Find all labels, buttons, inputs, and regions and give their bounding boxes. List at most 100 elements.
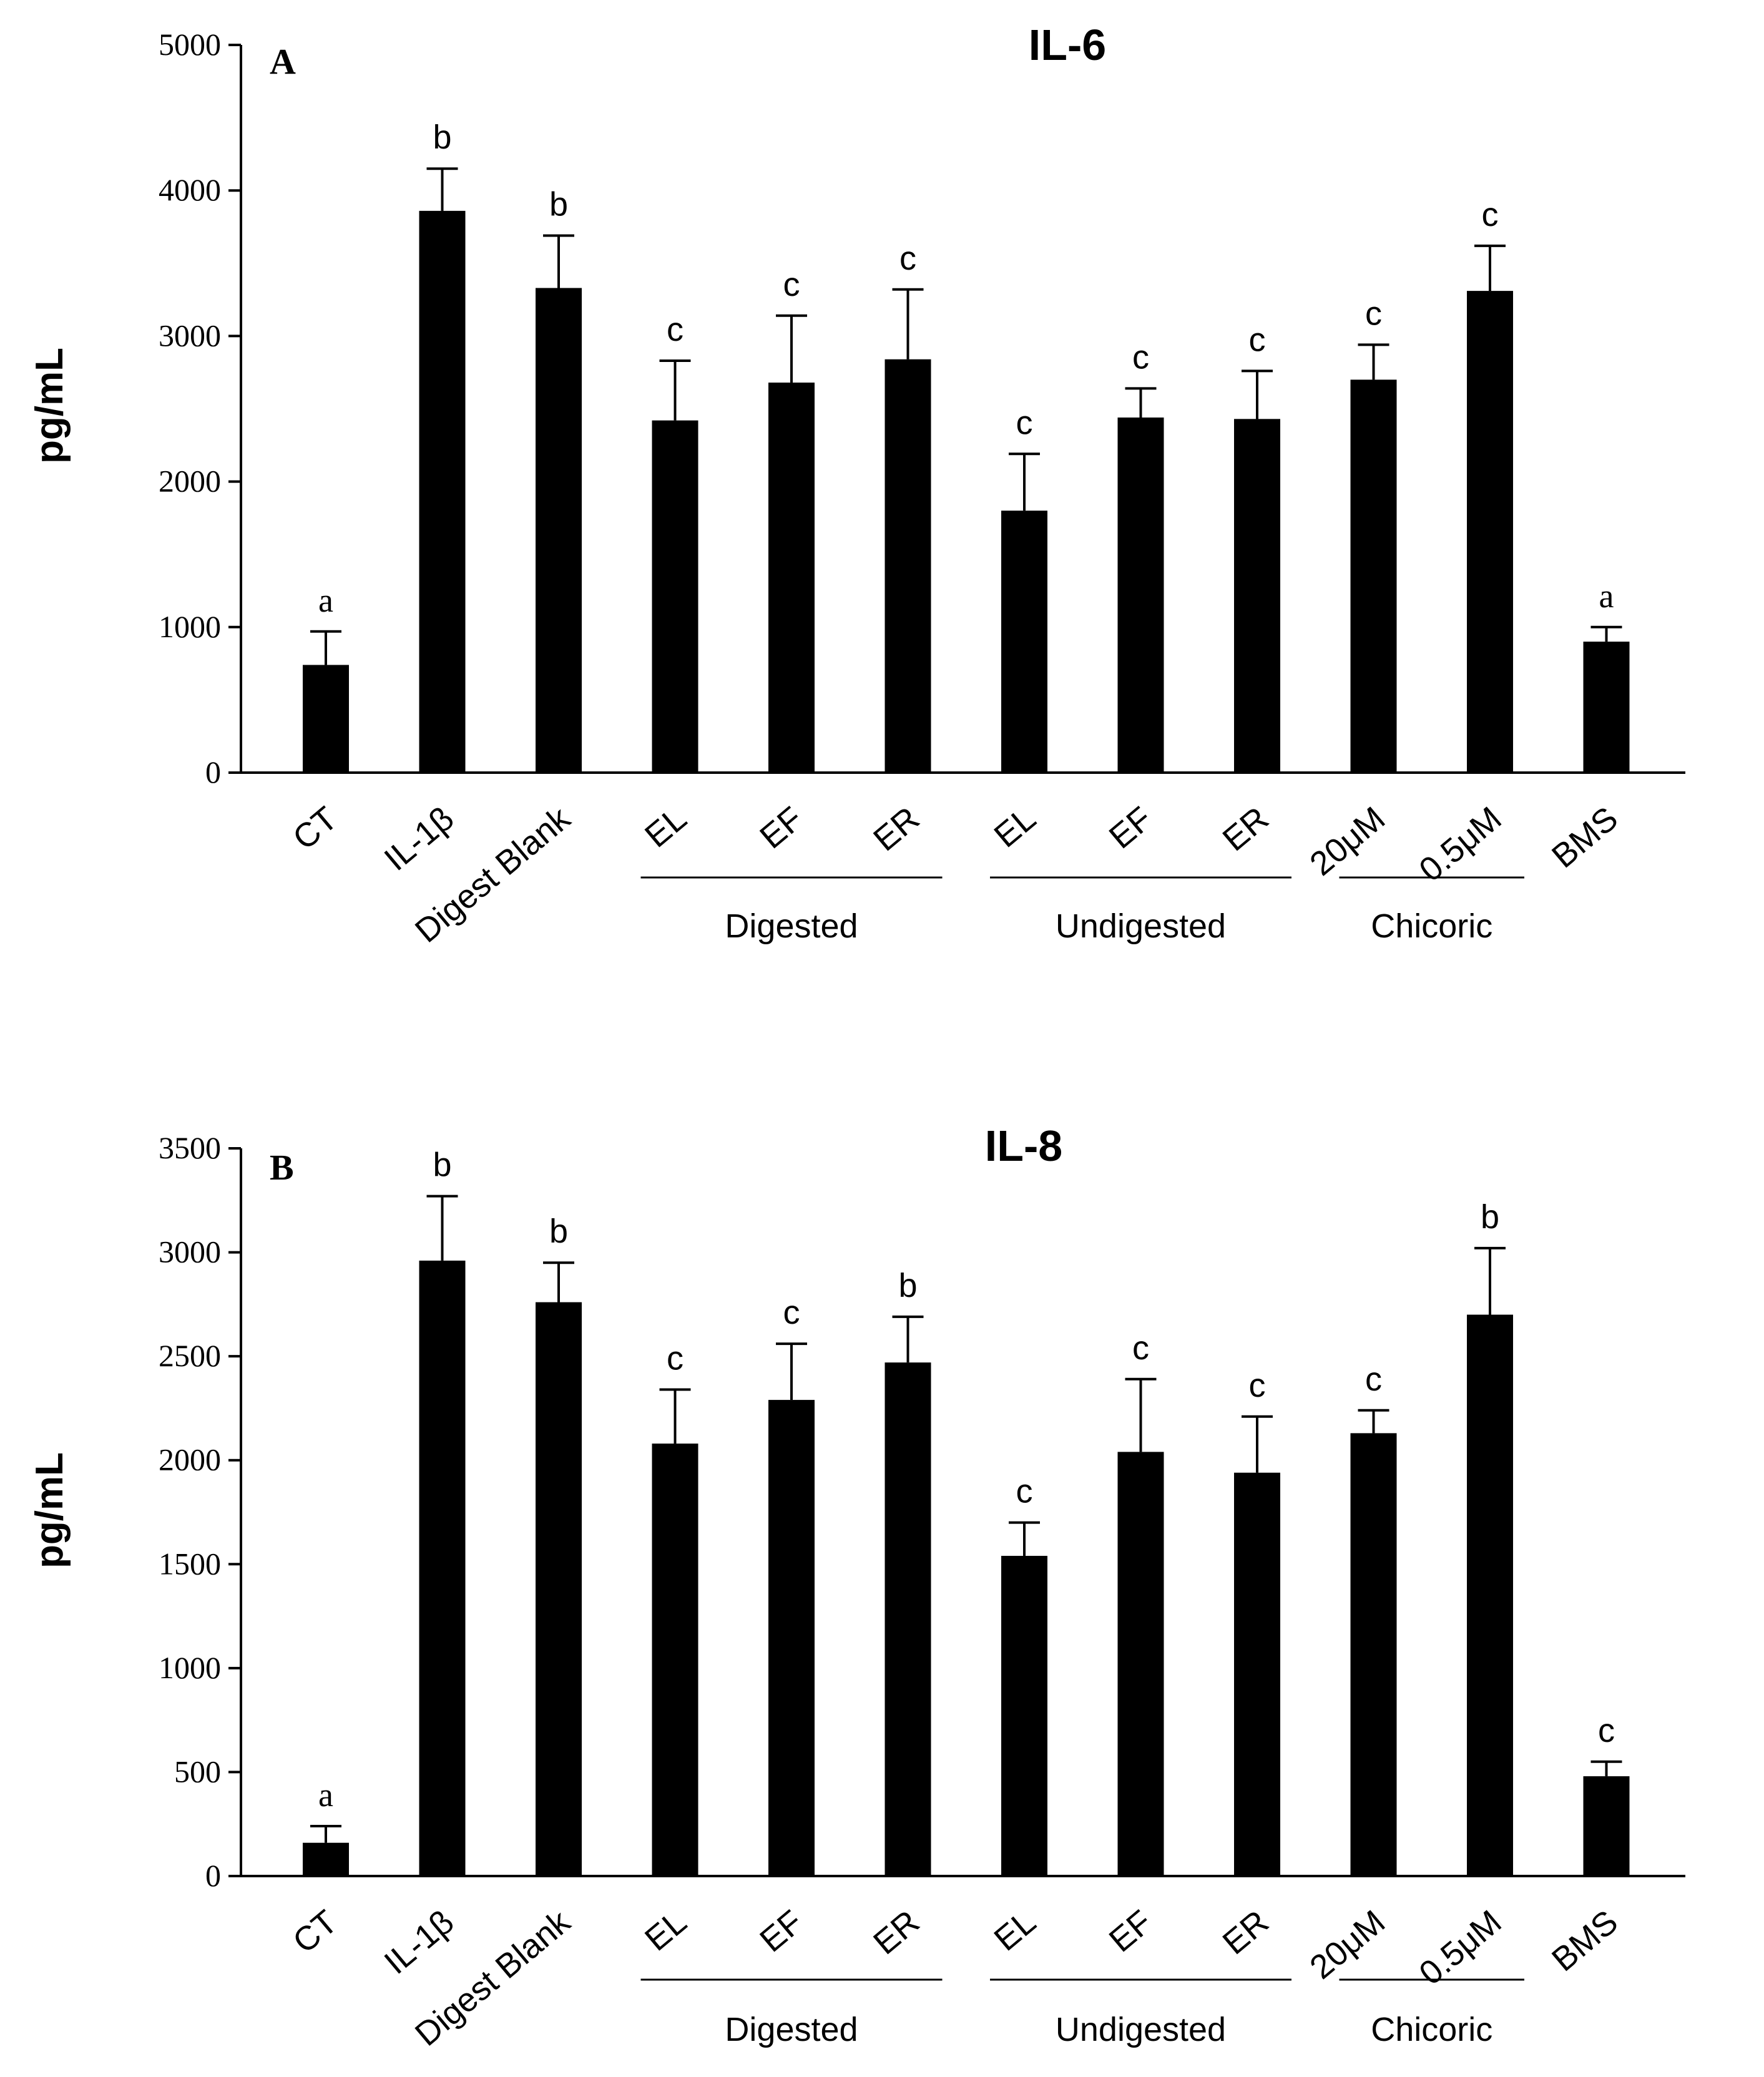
category-label: ER <box>1216 1903 1276 1962</box>
bar <box>884 359 931 773</box>
significance-letter: c <box>1598 1712 1615 1749</box>
significance-letter: c <box>1249 1367 1266 1404</box>
category-label: EL <box>987 799 1043 854</box>
group-label: Undigested <box>1056 2011 1226 2048</box>
significance-letter: c <box>1016 404 1033 441</box>
y-tick-label: 1000 <box>159 609 221 644</box>
significance-letter: c <box>1482 196 1499 233</box>
panel-letter: B <box>270 1147 294 1188</box>
category-label: EF <box>753 1903 810 1959</box>
category-label: EF <box>1102 799 1159 856</box>
group-label: Chicoric <box>1371 2011 1492 2048</box>
bar <box>768 383 815 773</box>
bar <box>1001 1555 1047 1876</box>
significance-letter: c <box>667 311 684 348</box>
significance-letter: b <box>433 119 451 156</box>
group-label: Undigested <box>1056 907 1226 945</box>
group-label: Chicoric <box>1371 907 1492 945</box>
category-label: ER <box>866 799 926 858</box>
bar <box>1234 1472 1280 1876</box>
category-label: EL <box>638 799 693 854</box>
category-label: EF <box>753 799 810 856</box>
group-label: Digested <box>725 907 858 945</box>
bar <box>1350 379 1397 773</box>
bar <box>1583 642 1630 773</box>
y-tick-label: 3000 <box>159 1234 221 1269</box>
significance-letter: b <box>549 1213 568 1250</box>
significance-letter: c <box>1132 338 1149 376</box>
category-label: 20μM <box>1303 799 1392 882</box>
y-tick-label: 5000 <box>159 27 221 62</box>
y-tick-label: 0 <box>205 1858 221 1893</box>
significance-letter: b <box>433 1146 451 1184</box>
y-tick-label: 1000 <box>159 1650 221 1685</box>
y-tick-label: 3500 <box>159 1130 221 1165</box>
chart-title: IL-8 <box>985 1122 1062 1170</box>
y-tick-label: 2000 <box>159 464 221 499</box>
category-label: BMS <box>1545 1903 1625 1978</box>
y-tick-label: 500 <box>174 1754 221 1789</box>
category-label: CT <box>286 1903 345 1960</box>
category-label: EF <box>1102 1903 1159 1959</box>
bar <box>536 288 582 773</box>
category-label: ER <box>1216 799 1276 858</box>
bar <box>1583 1776 1630 1876</box>
chart-panel-b: B IL-8 pg/mL 0 500 1000 1500 2000 2500 3000 350… <box>28 1122 1685 2053</box>
category-label: EL <box>638 1903 693 1958</box>
bar <box>1350 1433 1397 1876</box>
panel-letter: A <box>270 41 296 82</box>
y-tick-label: 3000 <box>159 318 221 353</box>
bar <box>303 1842 349 1876</box>
y-tick-label: 0 <box>205 755 221 789</box>
significance-letter: c <box>1132 1329 1149 1367</box>
significance-letter: c <box>783 266 800 303</box>
category-label: BMS <box>1545 799 1625 875</box>
significance-letter: b <box>549 185 568 223</box>
bar <box>303 665 349 773</box>
significance-letter: b <box>898 1267 917 1304</box>
significance-letter: c <box>667 1339 684 1377</box>
significance-letter: c <box>1249 321 1266 358</box>
y-axis-label: pg/mL <box>28 348 71 464</box>
significance-letter: c <box>783 1294 800 1331</box>
group-label: Digested <box>725 2011 858 2048</box>
y-tick-label: 2000 <box>159 1442 221 1477</box>
bar <box>536 1302 582 1876</box>
bar <box>768 1400 815 1876</box>
significance-letter: c <box>1365 295 1382 332</box>
chart-marks: 0 500 1000 1500 2000 2500 3000 3500 a CT b IL-1β b Di… <box>159 1130 1685 2053</box>
chart-panel-a: A IL-6 pg/mL 0 1000 2000 3000 4000 5000 a CT b IL… <box>28 21 1685 950</box>
bar <box>652 420 698 773</box>
bar <box>884 1362 931 1876</box>
bar <box>1117 417 1164 773</box>
bar <box>1117 1452 1164 1876</box>
category-label: 0.5μM <box>1412 799 1508 889</box>
y-axis-label: pg/mL <box>28 1452 71 1568</box>
category-label: EL <box>987 1903 1043 1958</box>
bar <box>1001 511 1047 773</box>
category-label: ER <box>866 1903 926 1962</box>
category-label: IL-1β <box>378 799 461 878</box>
bar <box>1234 419 1280 773</box>
bar <box>1467 291 1513 773</box>
bar <box>652 1444 698 1876</box>
significance-letter: a <box>1599 577 1614 615</box>
y-tick-label: 1500 <box>159 1546 221 1581</box>
significance-letter: a <box>318 582 333 619</box>
significance-letter: c <box>899 240 916 277</box>
category-label: CT <box>286 799 345 857</box>
category-label: IL-1β <box>378 1903 461 1982</box>
category-label: 20μM <box>1303 1903 1392 1986</box>
bar <box>419 210 466 773</box>
chart-title: IL-6 <box>1029 21 1106 69</box>
significance-letter: a <box>318 1776 333 1814</box>
y-tick-label: 2500 <box>159 1338 221 1373</box>
significance-letter: b <box>1481 1198 1499 1236</box>
significance-letter: c <box>1016 1473 1033 1510</box>
bar <box>1467 1314 1513 1876</box>
significance-letter: c <box>1365 1361 1382 1398</box>
y-tick-label: 4000 <box>159 172 221 207</box>
bar <box>419 1260 466 1876</box>
